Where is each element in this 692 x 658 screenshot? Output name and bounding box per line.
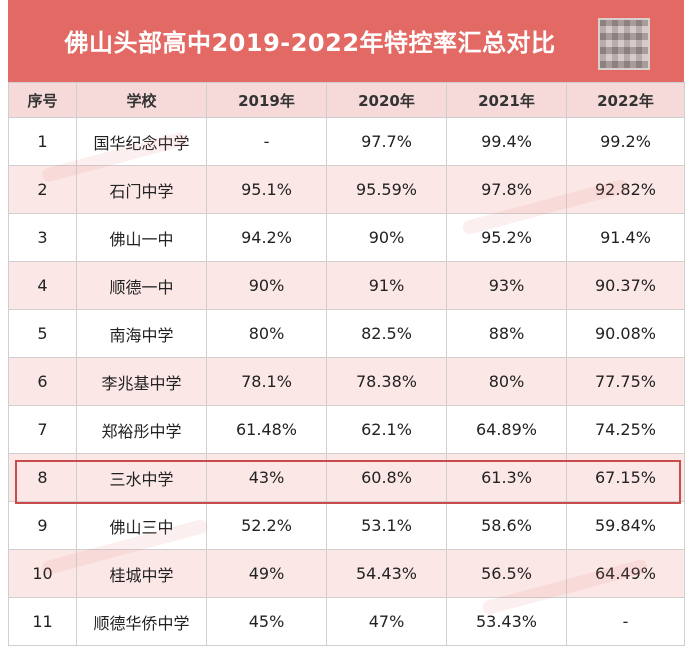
cell-2020: 60.8% — [326, 453, 447, 502]
cell-2022: 92.82% — [566, 165, 685, 214]
title-bar: 佛山头部高中2019-2022年特控率汇总对比 — [8, 0, 684, 82]
cell-2021: 56.5% — [446, 549, 567, 598]
header-2021: 2021年 — [446, 82, 567, 118]
cell-2022: 59.84% — [566, 501, 685, 550]
cell-2022: 67.15% — [566, 453, 685, 502]
cell-index: 1 — [8, 117, 77, 166]
cell-school: 郑裕彤中学 — [76, 405, 207, 454]
cell-2020: 53.1% — [326, 501, 447, 550]
header-2020: 2020年 — [326, 82, 447, 118]
cell-2019: - — [206, 117, 327, 166]
header-2022: 2022年 — [566, 82, 685, 118]
cell-2019: 94.2% — [206, 213, 327, 262]
cell-2021: 58.6% — [446, 501, 567, 550]
table-row: 5 南海中学 80% 82.5% 88% 90.08% — [8, 309, 685, 358]
cell-index: 4 — [8, 261, 77, 310]
cell-2021: 88% — [446, 309, 567, 358]
cell-index: 6 — [8, 357, 77, 406]
cell-school: 桂城中学 — [76, 549, 207, 598]
cell-2019: 90% — [206, 261, 327, 310]
cell-2022: 77.75% — [566, 357, 685, 406]
cell-2020: 95.59% — [326, 165, 447, 214]
cell-2021: 99.4% — [446, 117, 567, 166]
cell-2021: 80% — [446, 357, 567, 406]
cell-index: 5 — [8, 309, 77, 358]
cell-index: 9 — [8, 501, 77, 550]
cell-2022: 90.08% — [566, 309, 685, 358]
cell-2022: 64.49% — [566, 549, 685, 598]
cell-2020: 62.1% — [326, 405, 447, 454]
table-header-row: 序号 学校 2019年 2020年 2021年 2022年 — [8, 82, 685, 118]
page-title: 佛山头部高中2019-2022年特控率汇总对比 — [64, 29, 556, 57]
table-row: 1 国华纪念中学 - 97.7% 99.4% 99.2% — [8, 117, 685, 166]
cell-2020: 47% — [326, 597, 447, 646]
header-school: 学校 — [76, 82, 207, 118]
cell-2021: 95.2% — [446, 213, 567, 262]
cell-2022: 91.4% — [566, 213, 685, 262]
cell-2021: 97.8% — [446, 165, 567, 214]
report-frame: 佛山头部高中2019-2022年特控率汇总对比 序号 学校 2019年 2020… — [8, 0, 685, 656]
cell-2022: 74.25% — [566, 405, 685, 454]
cell-school: 李兆基中学 — [76, 357, 207, 406]
cell-2020: 90% — [326, 213, 447, 262]
cell-2019: 80% — [206, 309, 327, 358]
table-row: 7 郑裕彤中学 61.48% 62.1% 64.89% 74.25% — [8, 405, 685, 454]
cell-2019: 61.48% — [206, 405, 327, 454]
cell-2020: 78.38% — [326, 357, 447, 406]
cell-index: 11 — [8, 597, 77, 646]
cell-2021: 53.43% — [446, 597, 567, 646]
cell-school: 顺德一中 — [76, 261, 207, 310]
cell-2020: 91% — [326, 261, 447, 310]
cell-school: 佛山一中 — [76, 213, 207, 262]
table-row: 6 李兆基中学 78.1% 78.38% 80% 77.75% — [8, 357, 685, 406]
cell-index: 3 — [8, 213, 77, 262]
cell-index: 10 — [8, 549, 77, 598]
cell-2019: 49% — [206, 549, 327, 598]
cell-2022: 99.2% — [566, 117, 685, 166]
cell-2019: 78.1% — [206, 357, 327, 406]
table-row: 4 顺德一中 90% 91% 93% 90.37% — [8, 261, 685, 310]
table-row-highlighted: 8 三水中学 43% 60.8% 61.3% 67.15% — [8, 453, 685, 502]
cell-2021: 61.3% — [446, 453, 567, 502]
admission-rate-table: 序号 学校 2019年 2020年 2021年 2022年 1 国华纪念中学 -… — [8, 82, 685, 646]
header-2019: 2019年 — [206, 82, 327, 118]
cell-2019: 52.2% — [206, 501, 327, 550]
cell-2022: - — [566, 597, 685, 646]
table-row: 10 桂城中学 49% 54.43% 56.5% 64.49% — [8, 549, 685, 598]
cell-school: 国华纪念中学 — [76, 117, 207, 166]
cell-2019: 95.1% — [206, 165, 327, 214]
table-row: 2 石门中学 95.1% 95.59% 97.8% 92.82% — [8, 165, 685, 214]
cell-2019: 45% — [206, 597, 327, 646]
cell-index: 7 — [8, 405, 77, 454]
qr-code-image — [598, 18, 650, 70]
cell-index: 8 — [8, 453, 77, 502]
cell-2020: 54.43% — [326, 549, 447, 598]
cell-2020: 97.7% — [326, 117, 447, 166]
table-row: 11 顺德华侨中学 45% 47% 53.43% - — [8, 597, 685, 646]
cell-school: 石门中学 — [76, 165, 207, 214]
cell-school: 顺德华侨中学 — [76, 597, 207, 646]
table-row: 3 佛山一中 94.2% 90% 95.2% 91.4% — [8, 213, 685, 262]
cell-2021: 93% — [446, 261, 567, 310]
header-index: 序号 — [8, 82, 77, 118]
cell-index: 2 — [8, 165, 77, 214]
cell-school: 南海中学 — [76, 309, 207, 358]
cell-school: 佛山三中 — [76, 501, 207, 550]
table-row: 9 佛山三中 52.2% 53.1% 58.6% 59.84% — [8, 501, 685, 550]
cell-2019: 43% — [206, 453, 327, 502]
cell-2022: 90.37% — [566, 261, 685, 310]
cell-2020: 82.5% — [326, 309, 447, 358]
cell-school: 三水中学 — [76, 453, 207, 502]
cell-2021: 64.89% — [446, 405, 567, 454]
